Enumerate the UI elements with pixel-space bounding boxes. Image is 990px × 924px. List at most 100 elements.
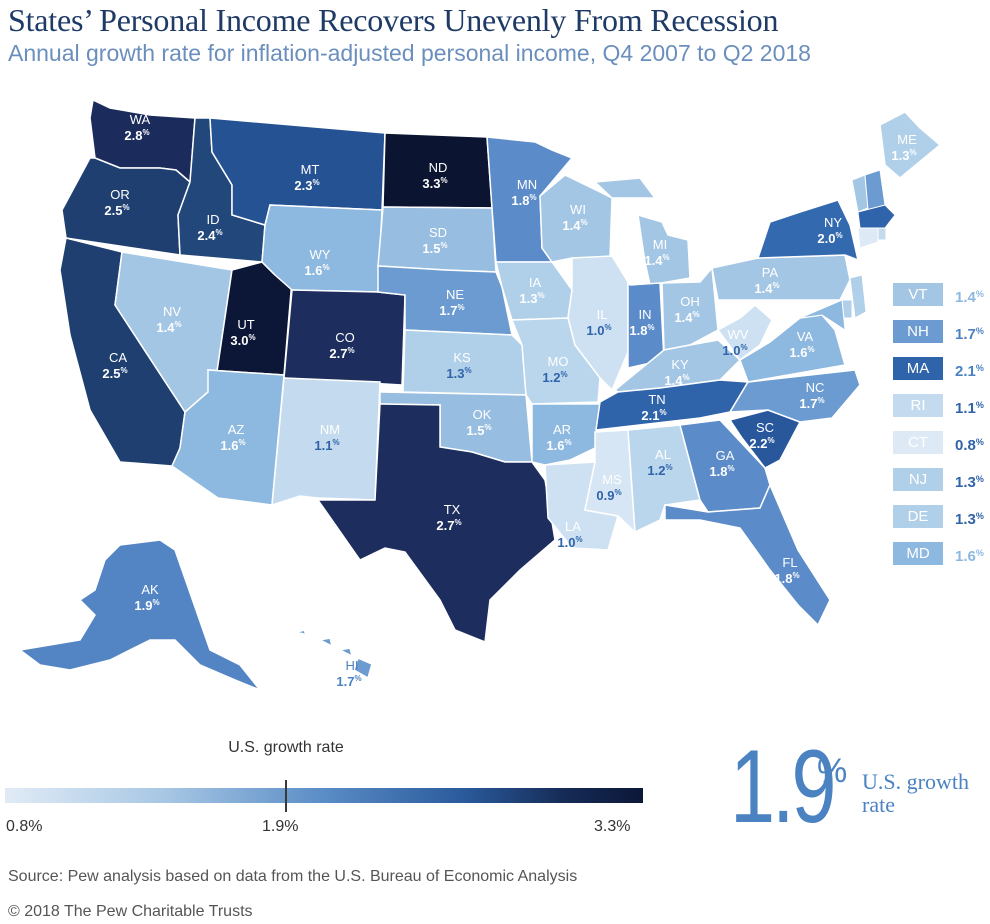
small-state-abbr-ma: MA [893,357,943,380]
state-tx [316,403,556,644]
us-growth-marker-tick [285,780,287,812]
state-label-nc: NC [806,380,825,395]
state-label-ky: KY [671,357,689,372]
small-state-abbr-nj: NJ [893,468,943,491]
state-label-nm: NM [320,422,340,437]
small-state-abbr-vt: VT [893,283,943,306]
us-growth-rate-percent-sign: % [817,752,848,790]
small-state-abbr-md: MD [893,542,943,565]
small-state-row-nh: NH 1.7% [893,320,990,343]
small-state-row-md: MD 1.6% [893,542,990,565]
small-state-abbr-ct: CT [893,431,943,454]
us-map: WA2.8%OR2.5%CA2.5%ID2.4%NV1.4% UT3.0%AZ1.… [18,98,942,692]
state-label-me: ME [897,132,917,147]
small-state-value-nj: 1.3% [955,474,984,491]
state-label-ny: NY [824,215,842,230]
small-state-value-ct: 0.8% [955,437,984,454]
small-state-value-de: 1.3% [955,511,984,528]
state-nm [271,377,381,507]
state-label-al: AL [655,447,671,462]
state-label-wa: WA [130,112,151,127]
state-label-in: IN [639,307,652,322]
small-state-row-de: DE 1.3% [893,505,990,528]
small-state-row-ma: MA 2.1% [893,357,990,380]
us-growth-marker-label: U.S. growth rate [228,739,344,756]
state-label-or: OR [110,187,130,202]
state-ct [857,227,879,249]
state-co [283,289,406,386]
state-label-nd: ND [429,160,448,175]
color-scale-bar [5,788,643,803]
state-me [879,111,942,179]
small-state-value-ma: 2.1% [955,363,984,380]
state-va [739,314,846,383]
small-state-row-ri: RI 1.1% [893,394,990,417]
state-ak [18,539,263,692]
state-label-az: AZ [228,422,245,437]
state-label-ak: AK [141,582,159,597]
state-label-ne: NE [446,287,464,302]
page-subtitle: Annual growth rate for inflation-adjuste… [8,40,811,66]
state-nh [864,169,886,211]
small-states-legend: VT 1.4% NH 1.7% MA 2.1% RI 1.1% CT 0.8% NJ 1.3% DE 1.… [893,283,990,579]
state-label-oh: OH [680,294,700,309]
state-label-fl: FL [782,555,797,570]
state-label-ms: MS [602,472,622,487]
state-label-co: CO [335,330,355,345]
small-state-value-md: 1.6% [955,548,984,565]
state-fl [664,483,831,627]
state-label-mn: MN [517,177,537,192]
state-label-mi: MI [653,237,667,252]
state-label-wv: WV [728,327,749,342]
state-label-ks: KS [453,350,471,365]
state-label-mo: MO [548,354,569,369]
state-ma [857,204,896,229]
state-label-tx: TX [444,502,461,517]
small-state-abbr-ri: RI [893,394,943,417]
state-label-ok: OK [473,407,492,422]
scale-min-label: 0.8% [6,818,43,835]
state-label-il: IL [597,307,608,322]
small-state-row-vt: VT 1.4% [893,283,990,306]
state-label-hi: HI [346,658,359,673]
us-growth-rate-caption: U.S. growth rate [862,769,969,817]
small-state-row-ct: CT 0.8% [893,431,990,454]
small-state-row-nj: NJ 1.3% [893,468,990,491]
state-nj [849,274,867,319]
scale-max-label: 3.3% [594,818,631,835]
small-state-abbr-nh: NH [893,320,943,343]
small-state-value-ri: 1.1% [955,400,984,417]
state-il [567,255,629,392]
scale-mid-label: 1.9% [262,818,299,835]
state-nc [728,369,861,423]
state-wv [716,304,773,362]
state-label-la: LA [565,519,581,534]
state-label-mt: MT [301,162,320,177]
state-label-sd: SD [429,225,447,240]
state-label-pa: PA [762,265,779,280]
state-label-id: ID [207,212,220,227]
state-label-ga: GA [716,448,735,463]
copyright-note: © 2018 The Pew Charitable Trusts [8,903,253,920]
page-title: States’ Personal Income Recovers Unevenl… [8,2,779,38]
state-label-ut: UT [237,317,254,332]
state-label-nv: NV [163,304,181,319]
state-label-ia: IA [529,275,542,290]
small-state-value-vt: 1.4% [955,289,984,306]
state-label-ca: CA [109,350,127,365]
state-mi [593,177,691,286]
state-hi [295,629,373,680]
state-ri [877,227,887,241]
state-label-wi: WI [570,202,586,217]
state-label-ar: AR [553,422,571,437]
state-label-wy: WY [310,247,331,262]
state-label-sc: SC [756,420,774,435]
source-note: Source: Pew analysis based on data from … [8,868,578,885]
state-label-va: VA [797,329,814,344]
state-md [799,299,846,331]
small-state-abbr-de: DE [893,505,943,528]
state-ny [756,199,860,262]
us-growth-rate-value: 1.9 [730,729,837,845]
state-label-tn: TN [648,392,665,407]
